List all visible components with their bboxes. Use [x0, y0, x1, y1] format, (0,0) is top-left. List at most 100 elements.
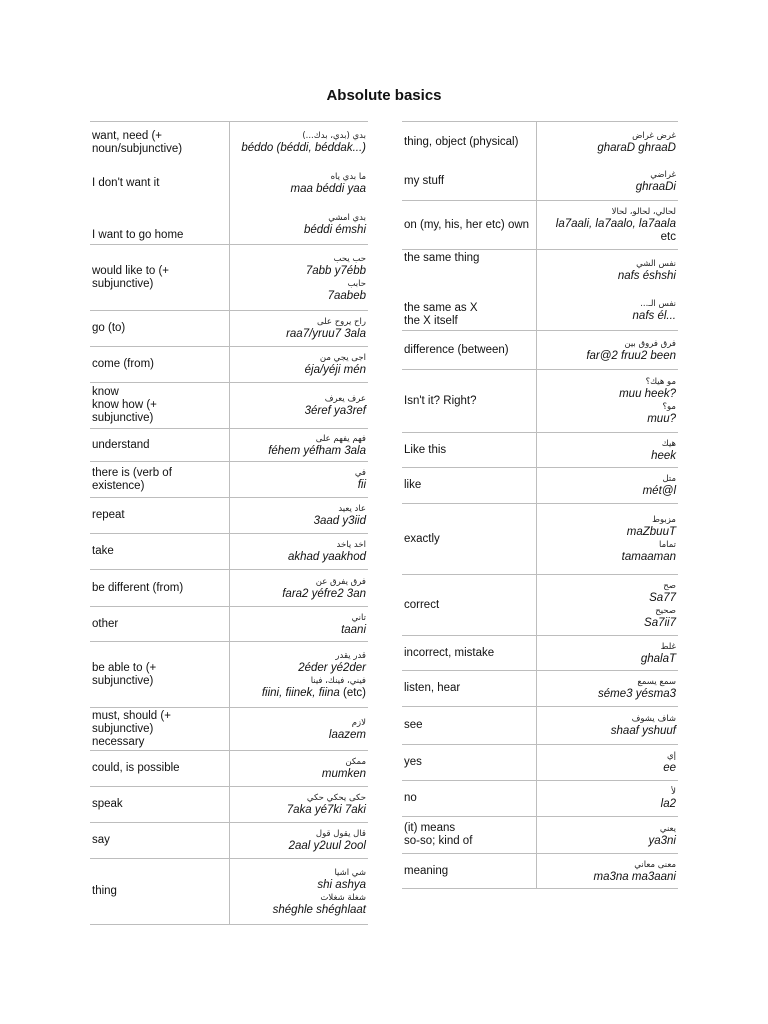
transliteration-text: 2éder yé2der: [298, 661, 366, 674]
arabic-script: هيك: [661, 438, 676, 449]
table-row-group: Isn't it? Right? مو هيك؟ muu heek? مو؟ muu?: [402, 370, 678, 433]
transliteration-note: (etc): [339, 686, 366, 699]
arabic-script: نفس الـ...: [640, 298, 676, 309]
arabic-script: عاد يعيد: [338, 504, 366, 514]
translation-cell: صح Sa77 صحيح Sa7ii7: [537, 575, 678, 635]
table-row: take اخد ياخد akhad yaakhod: [90, 534, 368, 569]
english-term: say: [90, 823, 230, 858]
arabic-script: صحيح: [655, 606, 676, 616]
translation-cell: عرف يعرف 3éref ya3ref: [230, 383, 368, 428]
translation-cell: لحالي، لحالو، لحالا la7aali, la7aalo, la7…: [537, 201, 678, 249]
transliteration: maa béddi yaa: [291, 183, 366, 196]
arabic-script: تاني: [351, 612, 366, 623]
table-row: I want to go home بدي امشي béddi émshi: [90, 204, 368, 244]
transliteration: raa7/yruu7 3ala: [286, 328, 366, 341]
transliteration-text: mét@l: [642, 485, 676, 497]
arabic-script: بدي (بدي، بدك...): [302, 131, 366, 141]
arabic-script: فرق فروق بين: [624, 338, 676, 349]
table-row: would like to (+ subjunctive) حب يحب 7abb …: [90, 245, 368, 310]
english-term: go (to): [90, 311, 230, 346]
transliteration-text: Sa77: [649, 592, 676, 604]
table-row: there is (verb of existence) في fii: [90, 462, 368, 497]
transliteration-text: taani: [341, 623, 366, 636]
english-term: repeat: [90, 498, 230, 533]
table-row-group: other تاني taani: [90, 607, 368, 642]
transliteration: 7abb y7ébb: [306, 265, 366, 278]
table-row-group: see شاف يشوف shaaf yshuuf: [402, 707, 678, 745]
arabic-script: قدر يقدر: [335, 650, 366, 661]
english-term: other: [90, 607, 230, 641]
english-term: meaning: [402, 854, 537, 888]
transliteration: laazem: [329, 729, 366, 742]
arabic-script: في: [354, 468, 366, 478]
arabic-script: ما بدي ياه: [330, 172, 366, 182]
arabic-script: تماما: [658, 540, 676, 550]
english-term: Like this: [402, 433, 537, 467]
transliteration-text: fiini, fiinek, fiina: [261, 686, 340, 699]
table-row-group: meaning معنى معاني ma3na ma3aani: [402, 854, 678, 889]
english-term: the same thing: [402, 250, 537, 290]
english-term: listen, hear: [402, 671, 537, 706]
transliteration-text: ghalaT: [640, 652, 676, 665]
arabic-script: اخد ياخد: [336, 540, 366, 550]
translation-cell: متل mét@l: [537, 468, 678, 503]
transliteration: ghalaT: [641, 653, 676, 666]
transliteration: mét@l: [643, 485, 676, 498]
transliteration-text: Sa7ii7: [644, 617, 676, 629]
translation-cell: غرض غراض gharaD ghraaD: [537, 122, 678, 162]
table-row: could, is possible ممكن mumken: [90, 751, 368, 786]
table-row-group: like متل mét@l: [402, 468, 678, 504]
vocabulary-table-left: want, need (+ noun/subjunctive) بدي (بدي،…: [90, 121, 368, 925]
english-term: I don't want it: [90, 163, 230, 204]
translation-cell: حب يحب 7abb y7ébb حابب 7aabeb: [230, 245, 368, 310]
english-term: speak: [90, 787, 230, 822]
transliteration-note: etc: [660, 231, 676, 243]
table-row-group: thing, object (physical) غرض غراض gharaD g…: [402, 122, 678, 201]
translation-cell: شاف يشوف shaaf yshuuf: [537, 707, 678, 744]
table-row: on (my, his, her etc) own لحالي، لحالو، ل…: [402, 201, 678, 249]
transliteration: 3aad y3iid: [314, 515, 366, 528]
english-term: take: [90, 534, 230, 569]
table-row-group: could, is possible ممكن mumken: [90, 751, 368, 787]
table-row: no لأ la2: [402, 781, 678, 816]
transliteration-text: shéghle shéghlaat: [272, 903, 366, 916]
translation-cell: نفس الـ... nafs él...: [537, 290, 678, 330]
english-term: thing: [90, 859, 230, 924]
english-term: my stuff: [402, 162, 537, 200]
transliteration: 2éder yé2der: [298, 662, 366, 675]
translation-cell: بدي (بدي، بدك...) béddo (béddi, béddak...…: [230, 122, 368, 163]
table-row: thing, object (physical) غرض غراض gharaD g…: [402, 122, 678, 162]
transliteration-text: fara2 yéfre2 3an: [282, 587, 366, 600]
transliteration-text: la7aali, la7aalo, la7aala: [555, 218, 676, 230]
arabic-script: شي اشيا: [334, 867, 366, 878]
english-term: like: [402, 468, 537, 503]
table-row-group: speak حكى يحكي حكي 7aka yé7ki 7aki: [90, 787, 368, 823]
table-row-group: repeat عاد يعيد 3aad y3iid: [90, 498, 368, 534]
table-row: say قال يقول قول 2aal y2uul 2ool: [90, 823, 368, 858]
table-row: incorrect, mistake غلط ghalaT: [402, 636, 678, 670]
english-term: exactly: [402, 504, 537, 574]
transliteration-text: gharaD ghraaD: [597, 141, 676, 154]
transliteration-text: heek: [651, 449, 676, 462]
arabic-script: فرق يفرق عن: [315, 576, 366, 587]
transliteration-text: 3aad y3iid: [313, 515, 366, 527]
english-term: correct: [402, 575, 537, 635]
transliteration-text: muu?: [647, 413, 676, 425]
transliteration: éja/yéji mén: [305, 364, 366, 377]
translation-cell: ممكن mumken: [230, 751, 368, 786]
transliteration-text: akhad yaakhod: [287, 551, 366, 563]
table-row: come (from) اجى يجي من éja/yéji mén: [90, 347, 368, 382]
table-row-group: listen, hear سمع يسمع séme3 yésma3: [402, 671, 678, 707]
transliteration: muu?: [647, 413, 676, 426]
transliteration-text: tamaaman: [621, 551, 676, 563]
transliteration: ghraaDi: [636, 181, 676, 194]
arabic-script: إي: [666, 751, 676, 761]
arabic-script: غلط: [660, 641, 676, 652]
arabic-script: مو؟: [662, 402, 676, 412]
table-row: listen, hear سمع يسمع séme3 yésma3: [402, 671, 678, 706]
translation-cell: معنى معاني ma3na ma3aani: [537, 854, 678, 888]
transliteration-text: shaaf yshuuf: [610, 725, 676, 737]
transliteration: fii: [358, 479, 366, 492]
transliteration-text: 7aabeb: [327, 289, 366, 302]
table-row: exactly مزبوط maZbuuT تماما tamaaman: [402, 504, 678, 574]
